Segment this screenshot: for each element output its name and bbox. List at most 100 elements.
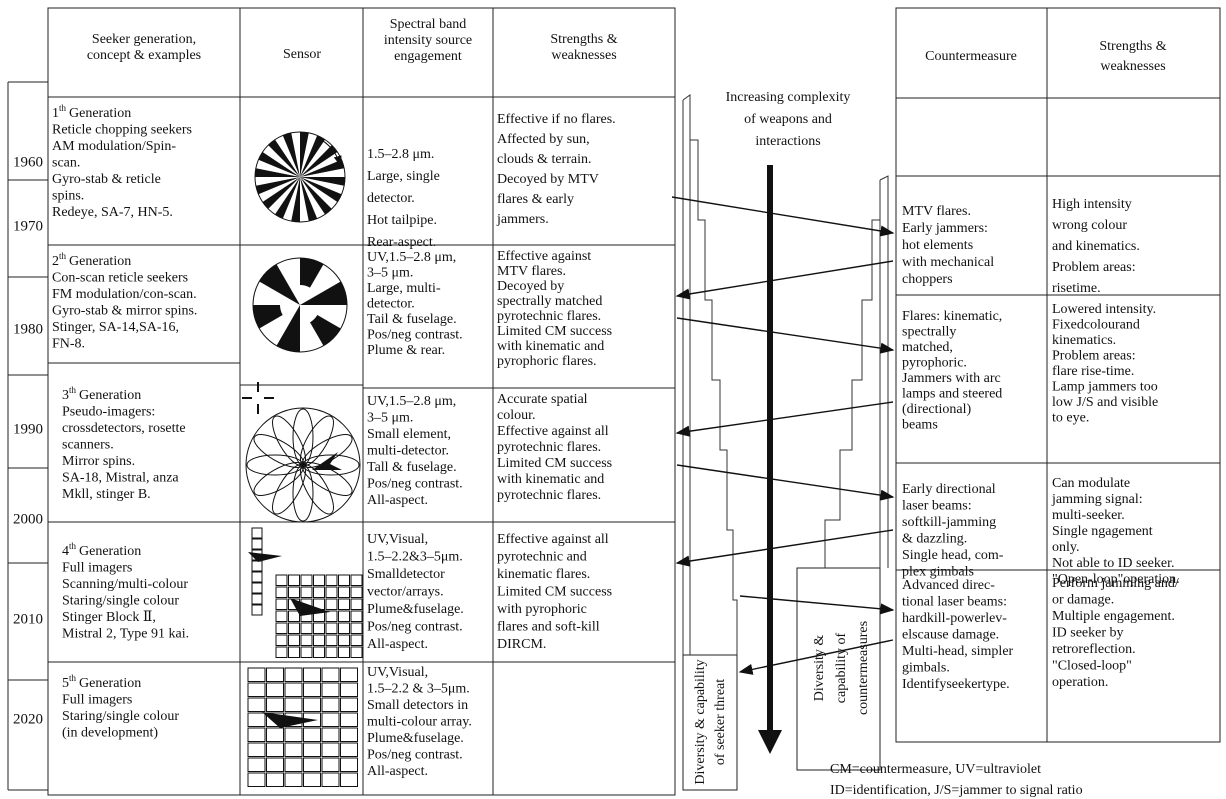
spectral-line: 3–5 μm. <box>367 266 413 281</box>
generation-number: 1 <box>52 106 59 121</box>
footnote-line: CM=countermeasure, UV=ultraviolet <box>830 762 1041 777</box>
complexity-label: Increasing complexity <box>726 90 851 105</box>
detector <box>325 586 338 598</box>
spectral-line: Large, multi- <box>367 281 441 296</box>
detector <box>247 682 266 697</box>
detector <box>338 610 350 622</box>
detector <box>325 574 338 586</box>
spectral-line: All-aspect. <box>367 637 428 652</box>
detector <box>313 574 325 586</box>
detector <box>303 742 321 757</box>
countermeasures-label: Diversity & <box>812 635 827 702</box>
detector <box>350 598 363 610</box>
strength-line: jammers. <box>496 212 549 227</box>
detector <box>303 697 321 712</box>
detector <box>321 742 340 757</box>
strength-line: ID seeker by <box>1052 626 1124 641</box>
aircraft <box>248 552 282 562</box>
detector <box>340 757 358 772</box>
detector <box>303 757 321 772</box>
concept-line: (in development) <box>62 726 158 741</box>
reticle-spoke <box>300 177 318 222</box>
strength-line: Limited CM success <box>497 324 612 339</box>
rosette-petal <box>272 415 306 467</box>
year-label: 1960 <box>13 154 43 170</box>
detector <box>300 646 313 658</box>
countermeasure-line: Early directional <box>902 482 996 497</box>
spectral-line: UV,Visual, <box>367 532 428 547</box>
aircraft <box>290 598 330 616</box>
rosette-petal <box>292 464 314 522</box>
detector <box>325 610 338 622</box>
detector <box>300 586 313 598</box>
detector <box>340 727 358 742</box>
strength-line: Multiple engagement. <box>1052 609 1175 624</box>
spectral-line: Pos/neg contrast. <box>367 620 463 635</box>
seeker-threat-label: of seeker threat <box>713 679 728 765</box>
detector <box>275 610 288 622</box>
generation-number: 2 <box>52 254 59 269</box>
detector <box>247 757 266 772</box>
countermeasure-line: Early jammers: <box>902 221 988 236</box>
spectral-line: Hot tailpipe. <box>367 213 437 228</box>
detector <box>247 727 266 742</box>
strength-line: Limited CM success <box>497 585 612 600</box>
year-label: 2000 <box>13 511 43 527</box>
column-header: Strengths & <box>550 32 617 47</box>
strength-line: DIRCM. <box>497 637 546 652</box>
detector <box>275 574 288 586</box>
detector <box>251 571 263 583</box>
footnote-line: ID=identification, J/S=jammer to signal … <box>830 783 1083 798</box>
strength-line: flares & early <box>497 192 574 207</box>
detector <box>313 622 325 634</box>
generation-suffix: th <box>69 385 77 395</box>
strength-line: kinematic flares. <box>497 567 590 582</box>
detector <box>300 634 313 646</box>
column-header: intensity source <box>384 33 472 48</box>
countermeasure-line: gimbals. <box>902 661 950 676</box>
countermeasure-line: matched, <box>902 340 953 355</box>
generation-number: 4 <box>62 544 69 559</box>
detector <box>325 646 338 658</box>
detector <box>251 527 263 539</box>
countermeasure-line: lamps and steered <box>902 387 1002 402</box>
detector <box>251 582 263 594</box>
strength-line: jamming signal: <box>1051 492 1143 507</box>
generation-word: Generation <box>79 544 141 559</box>
column-header: Strengths & <box>1099 39 1166 54</box>
reticle-sector <box>253 305 283 329</box>
staircase <box>682 94 889 655</box>
detector <box>338 574 350 586</box>
column-header: Seeker generation, <box>92 32 196 47</box>
strength-line: "Open-loop"operation. <box>1052 572 1180 587</box>
strength-line: Affected by sun, <box>497 132 590 147</box>
detector <box>288 610 300 622</box>
spectral-line: detector. <box>367 297 415 312</box>
countermeasure-line: choppers <box>902 272 953 287</box>
spectral-line: 1.5–2.8 μm. <box>367 147 434 162</box>
countermeasure-line: MTV flares. <box>902 204 971 219</box>
strength-line: clouds & terrain. <box>497 152 591 167</box>
detector <box>251 604 263 616</box>
generation-word: Generation <box>69 254 131 269</box>
generation-number: 3 <box>62 388 69 403</box>
reticle-spoke <box>300 177 332 215</box>
spectral-line: Tall & fuselage. <box>367 460 457 475</box>
concept-line: spins. <box>52 189 84 204</box>
concept-line: Full imagers <box>62 561 132 576</box>
strength-line: kinematics. <box>1052 333 1116 348</box>
detector <box>247 742 266 757</box>
detector <box>284 697 303 712</box>
detector <box>251 538 263 550</box>
detector <box>288 586 300 598</box>
reticle-sector <box>300 258 324 288</box>
strength-line: Perform jamming and/ <box>1052 576 1179 591</box>
table-lines <box>7 7 1221 796</box>
countermeasures-label: capability of <box>834 632 849 703</box>
strength-line: with kinematic and <box>497 339 604 354</box>
column-header: weaknesses <box>1100 59 1165 74</box>
strength-line: High intensity <box>1052 197 1132 212</box>
strength-line: risetime. <box>1052 281 1101 296</box>
detector <box>340 742 358 757</box>
strength-line: operation. <box>1052 675 1108 690</box>
